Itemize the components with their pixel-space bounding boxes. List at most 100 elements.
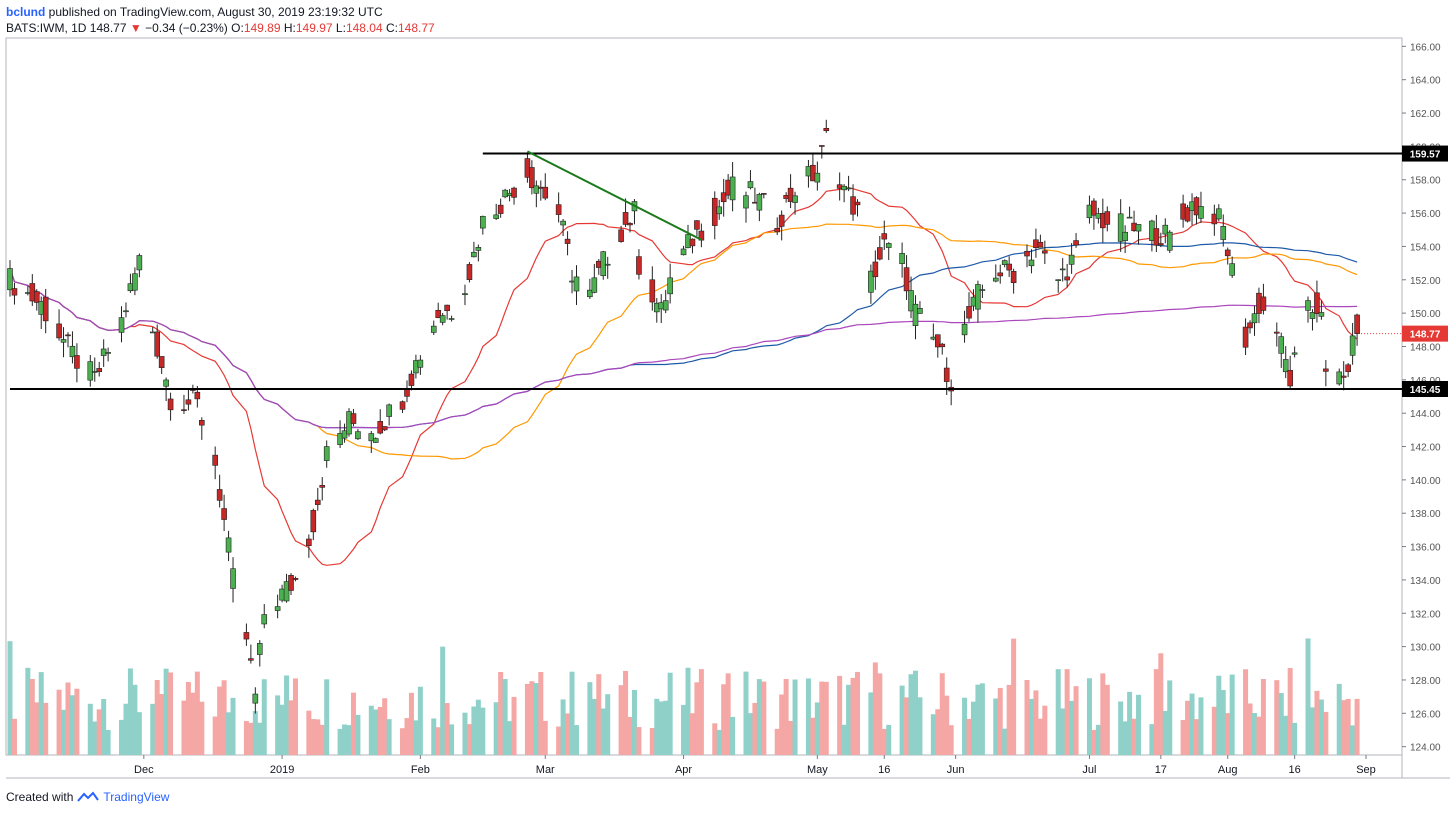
volume-bar [373, 709, 379, 755]
volume-bar [774, 728, 780, 755]
volume-bar [417, 686, 423, 755]
candle-body [199, 420, 205, 426]
candle-body [622, 212, 629, 225]
volume-bar [716, 729, 722, 755]
candle-body [1349, 335, 1356, 356]
time-tick-label: 2019 [270, 764, 294, 776]
candle-body [7, 268, 13, 291]
close-label: C: [385, 21, 398, 35]
author-link[interactable]: bclund [6, 5, 46, 19]
volume-bar [324, 679, 330, 755]
last-price-badge [1402, 325, 1448, 342]
volume-bar [975, 684, 981, 755]
volume-bar [814, 702, 820, 755]
candle-body [627, 223, 633, 226]
candle-body [997, 272, 1004, 277]
candle-body [573, 276, 580, 292]
candle-body [1282, 359, 1289, 373]
trendline [526, 150, 702, 241]
time-tick-label: Aug [1218, 764, 1238, 776]
candle-body [529, 167, 535, 189]
volume-bar [1131, 718, 1137, 755]
volume-bar [306, 710, 312, 755]
volume-bar [92, 721, 98, 755]
candle-body [33, 291, 40, 303]
price-tick-label: 150.00 [1410, 309, 1441, 320]
volume-bar [185, 681, 191, 755]
volume-bar [1122, 721, 1128, 755]
volume-bar [533, 683, 539, 755]
volume-bar [1127, 691, 1133, 755]
volume-bar [1198, 697, 1204, 755]
candle-body [404, 389, 410, 397]
time-tick-label: Apr [675, 764, 692, 776]
symbol-label[interactable]: BATS:IWM, 1D [6, 21, 87, 35]
time-tick-label: Jul [1082, 764, 1096, 776]
volume-bar [61, 709, 67, 755]
volume-bar [1323, 711, 1329, 755]
candle-body [1251, 313, 1258, 324]
candle-body [1126, 216, 1133, 219]
candle-body [618, 229, 624, 242]
volume-bar [154, 679, 160, 755]
price-tick-label: 136.00 [1410, 543, 1441, 554]
price-tick-label: 130.00 [1410, 643, 1441, 654]
volume-bar [1216, 675, 1222, 755]
candle-body [778, 214, 785, 227]
candle-body [680, 248, 687, 256]
price-tick-label: 126.00 [1410, 709, 1441, 720]
volume-bar [1024, 679, 1030, 755]
volume-bar [1243, 669, 1249, 755]
candle-body [908, 290, 914, 312]
volume-bar [1167, 680, 1173, 755]
volume-bar [908, 674, 914, 755]
open-value: 149.89 [243, 21, 281, 35]
candle-body [533, 185, 540, 194]
volume-bar [257, 722, 263, 755]
candle-body [1153, 228, 1160, 246]
candle-body [480, 215, 486, 229]
volume-bars [7, 638, 1360, 755]
ma-200-line [9, 268, 1358, 429]
volume-bar [355, 714, 361, 755]
candle-body [903, 267, 910, 292]
candle-body [230, 568, 236, 589]
volume-bar [493, 702, 499, 755]
candle-body [1010, 271, 1017, 284]
high-value: 149.97 [295, 21, 333, 35]
candle-body [787, 187, 794, 202]
volume-bar [449, 724, 455, 755]
volume-bar [1350, 725, 1356, 755]
volume-bar [1229, 674, 1235, 755]
candle-body [212, 454, 218, 466]
volume-bar [1028, 698, 1034, 755]
volume-bar [694, 682, 700, 755]
volume-bar [1260, 679, 1266, 755]
resistance-price-label: 159.57 [1410, 150, 1441, 161]
volume-bar [1118, 701, 1124, 755]
volume-bar [471, 706, 477, 755]
candle-body [720, 192, 727, 203]
price-tick-label: 134.00 [1410, 576, 1441, 587]
volume-bar [440, 646, 446, 755]
candle-body [408, 373, 415, 386]
volume-bar [779, 694, 785, 755]
volume-bar [1211, 706, 1217, 755]
candle-body [943, 367, 950, 382]
price-tick-label: 138.00 [1410, 509, 1441, 520]
volume-bar [1055, 669, 1061, 755]
close-value: 148.77 [397, 21, 435, 35]
candle-body [1073, 240, 1079, 246]
volume-bar [649, 728, 655, 755]
open-label: O: [231, 21, 244, 35]
candle-body [961, 323, 968, 336]
tradingview-brand-link[interactable]: TradingView [103, 790, 170, 804]
low-value: 148.04 [345, 21, 383, 35]
candle-body [689, 238, 696, 247]
volume-bar [1002, 728, 1008, 755]
volume-bar [105, 729, 111, 755]
time-tick-label: Jun [947, 764, 965, 776]
time-tick-label: 17 [1155, 764, 1167, 776]
volume-bar [123, 703, 129, 755]
